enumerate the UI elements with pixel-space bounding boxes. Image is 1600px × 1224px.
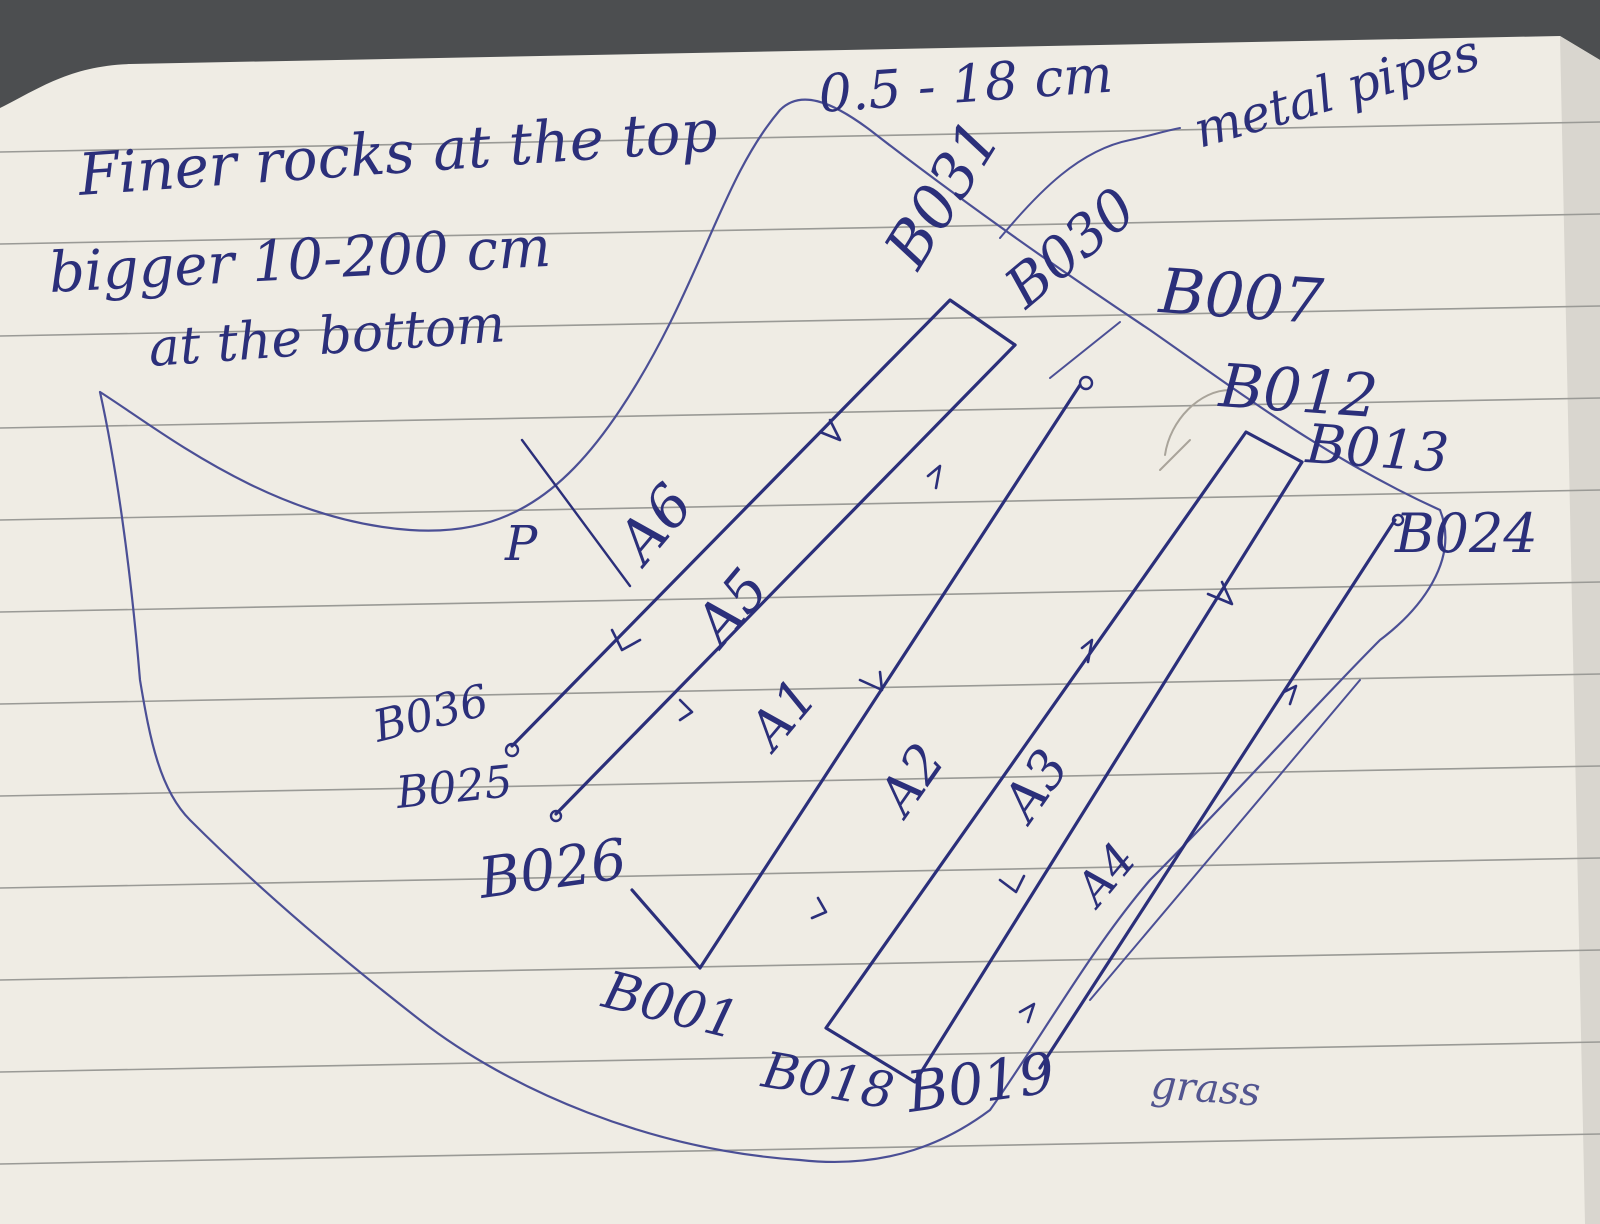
direction-arrows [610,418,1298,1024]
boulder-label-b013: B013 [1303,412,1451,485]
metal-pipes-line [999,127,1181,239]
boulder-label-b024: B024 [1394,502,1538,565]
transect-a1-path [630,383,1082,970]
ruled-line [0,857,1600,889]
transect-a4-outer [1089,679,1361,1001]
ruled-line [0,305,1600,337]
point-p-label: P [504,516,538,572]
station-dots [504,375,1405,823]
page-edge-shadow [1560,36,1600,1224]
ruled-line [0,581,1600,613]
point-p-line [520,438,632,588]
ruled-line [0,213,1600,245]
ruled-line [0,949,1600,981]
transect-a6-path [510,298,1017,748]
ruled-line [0,1133,1600,1165]
boundary-line-top [1049,321,1121,379]
ruled-line [0,121,1600,153]
boulder-label-b012: B012 [1216,351,1380,432]
ruled-line [0,765,1600,797]
ruled-line [0,489,1600,521]
transect-a4-path [1038,518,1397,1070]
ruled-line [0,397,1600,429]
transect-a5-path [554,343,1017,816]
ruled-lines [0,121,1600,1165]
ruled-line [0,1041,1600,1073]
boulder-label-b025: B025 [393,756,515,819]
pencil-correction-mark [1159,389,1231,471]
notebook-page [0,36,1600,1224]
transect-a2-a3-path [824,430,1304,1084]
boulder-label-b007: B007 [1156,254,1326,338]
note-grass: grass [1149,1062,1262,1116]
area-boundary [98,98,1447,1164]
ruled-line [0,673,1600,705]
